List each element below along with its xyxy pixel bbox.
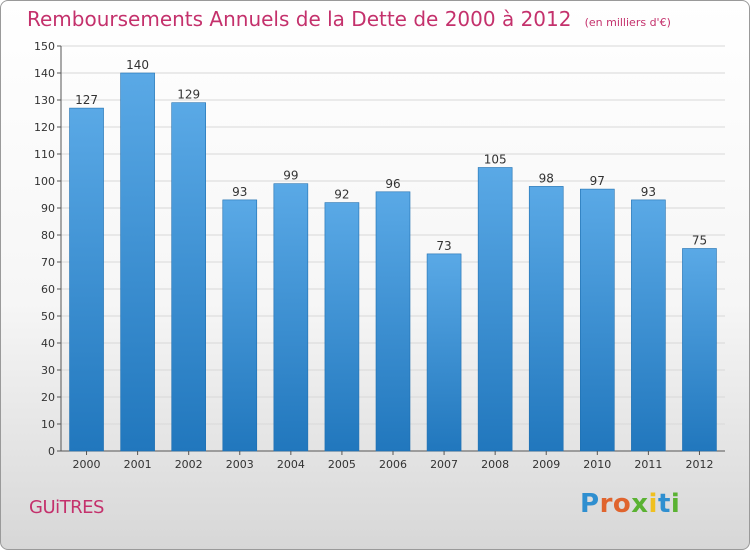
x-tick-label: 2009	[532, 458, 560, 471]
bar	[324, 202, 360, 452]
bar-value-label: 105	[484, 153, 507, 167]
bar-value-label: 127	[75, 93, 98, 107]
bar	[477, 167, 513, 452]
y-tick-label: 120	[34, 121, 55, 134]
bar-value-label: 75	[692, 234, 707, 248]
y-tick-label: 0	[48, 445, 55, 458]
bar-value-label: 129	[177, 88, 200, 102]
y-tick-label: 20	[41, 391, 55, 404]
bar	[631, 199, 666, 452]
bar	[69, 107, 104, 452]
y-tick-label: 30	[41, 364, 55, 377]
bar	[580, 188, 615, 452]
x-tick-label: 2004	[277, 458, 305, 471]
x-tick-label: 2003	[226, 458, 254, 471]
bar-value-label: 99	[283, 169, 298, 183]
x-tick-label: 2011	[634, 458, 662, 471]
logo-letter: t	[657, 489, 671, 519]
x-tick-label: 2012	[685, 458, 713, 471]
y-tick-label: 40	[41, 337, 55, 350]
chart-subtitle: (en milliers d'€)	[584, 16, 671, 29]
logo-letter: o	[612, 489, 632, 519]
chart-title-row: Remboursements Annuels de la Dette de 20…	[27, 7, 671, 31]
y-tick-label: 130	[34, 94, 55, 107]
bar-value-label: 93	[641, 185, 656, 199]
logo-letter: i	[670, 489, 681, 519]
x-tick-label: 2008	[481, 458, 509, 471]
x-tick-label: 2006	[379, 458, 407, 471]
bar-value-label: 73	[436, 239, 451, 253]
bar-value-label: 92	[334, 188, 349, 202]
bar	[426, 253, 462, 452]
bar	[273, 183, 309, 452]
bar-value-label: 93	[232, 185, 247, 199]
y-tick-label: 80	[41, 229, 55, 242]
commune-name: GUiTRES	[29, 497, 104, 518]
proxiti-logo: Proxiti	[580, 489, 680, 519]
x-tick-label: 2000	[73, 458, 101, 471]
bar	[120, 72, 155, 452]
bar	[375, 191, 411, 452]
x-tick-label: 2002	[175, 458, 203, 471]
bar	[528, 186, 564, 452]
y-tick-label: 60	[41, 283, 55, 296]
y-tick-label: 50	[41, 310, 55, 323]
bar-value-label: 140	[126, 58, 149, 72]
bar-value-label: 96	[385, 177, 400, 191]
y-tick-label: 90	[41, 202, 55, 215]
logo-letter: P	[580, 489, 600, 519]
bar	[222, 199, 258, 452]
bar-value-label: 98	[539, 171, 554, 185]
x-tick-label: 2007	[430, 458, 458, 471]
y-tick-label: 140	[34, 67, 55, 80]
x-tick-label: 2001	[124, 458, 152, 471]
logo-letter: r	[599, 489, 613, 519]
chart-title: Remboursements Annuels de la Dette de 20…	[27, 7, 572, 31]
bar	[682, 248, 717, 452]
logo-letter: x	[631, 489, 649, 519]
y-tick-label: 100	[34, 175, 55, 188]
bar-value-label: 97	[590, 174, 605, 188]
y-tick-label: 10	[41, 418, 55, 431]
y-tick-label: 70	[41, 256, 55, 269]
x-tick-label: 2010	[583, 458, 611, 471]
x-tick-label: 2005	[328, 458, 356, 471]
y-tick-label: 150	[34, 40, 55, 53]
bar	[171, 102, 206, 452]
logo-letter: i	[648, 489, 658, 519]
y-tick-label: 110	[34, 148, 55, 161]
